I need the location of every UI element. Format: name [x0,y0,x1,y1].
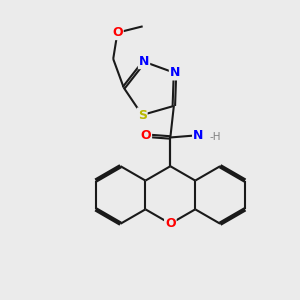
Text: -H: -H [210,132,221,142]
Text: O: O [165,217,176,230]
Text: N: N [193,129,204,142]
Text: O: O [112,26,123,39]
Text: S: S [138,109,147,122]
Text: O: O [140,129,151,142]
Text: N: N [170,67,180,80]
Text: N: N [139,55,149,68]
